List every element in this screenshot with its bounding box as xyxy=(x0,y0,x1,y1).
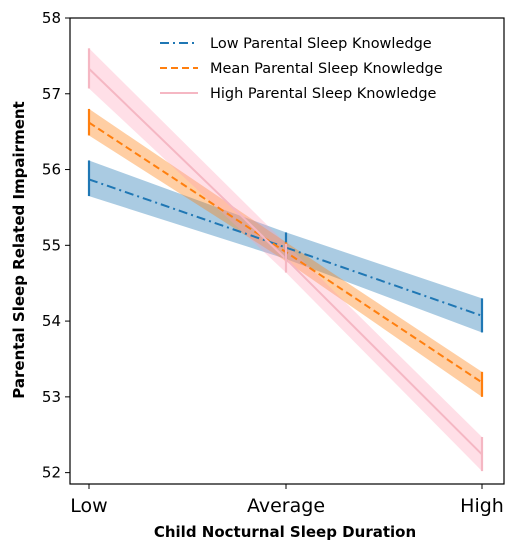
x-axis-label: Child Nocturnal Sleep Duration xyxy=(154,523,416,541)
y-tick-label: 55 xyxy=(42,236,61,254)
y-tick-label: 58 xyxy=(42,9,61,27)
x-tick-label: High xyxy=(460,495,504,517)
x-tick-label: Average xyxy=(247,495,325,517)
axes: 52 53 54 55 56 57 58 Low Average High xyxy=(42,9,505,517)
line-series-1 xyxy=(88,178,483,317)
plot-frame xyxy=(69,17,505,485)
y-tick-label: 52 xyxy=(42,464,61,482)
y-tick-label: 57 xyxy=(42,85,61,103)
legend-label-1: Low Parental Sleep Knowledge xyxy=(210,36,432,52)
legend: Low Parental Sleep Knowledge Mean Parenta… xyxy=(160,36,443,102)
y-tick-label: 56 xyxy=(42,161,61,179)
x-tick-label: Low xyxy=(70,495,107,517)
y-axis-label: Parental Sleep Related Impairment xyxy=(10,101,28,398)
error-bars xyxy=(87,48,484,472)
y-tick-label: 54 xyxy=(42,312,61,330)
y-tick-label: 53 xyxy=(42,388,61,406)
legend-label-2: Mean Parental Sleep Knowledge xyxy=(210,61,443,77)
legend-label-3: High Parental Sleep Knowledge xyxy=(210,86,437,102)
